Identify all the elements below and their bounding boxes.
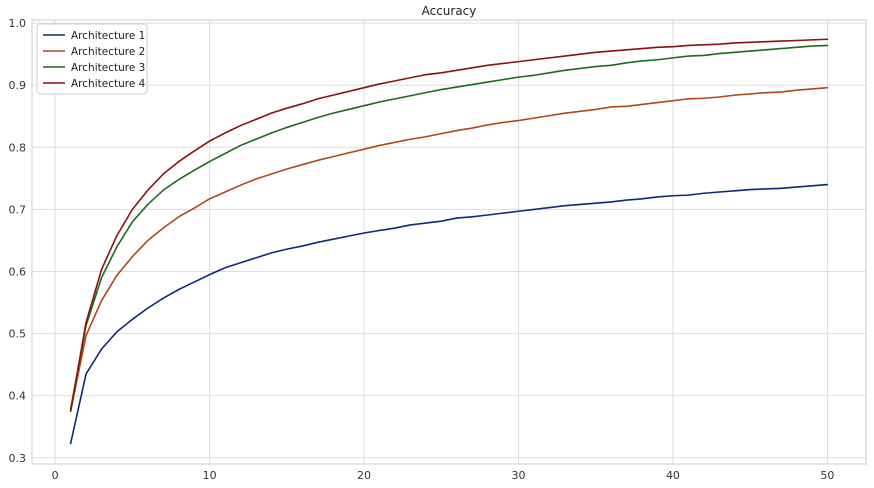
legend-label: Architecture 4 [71,78,146,90]
y-tick-label: 0.4 [9,390,27,403]
y-tick-label: 0.7 [9,203,27,216]
x-tick-label: 30 [512,469,526,482]
y-tick-label: 0.6 [9,265,27,278]
legend-label: Architecture 2 [71,46,145,58]
series-line-architecture-3 [69,44,829,411]
x-axis: 0 10 20 30 40 50 [52,469,835,482]
series-lines [69,38,829,445]
y-tick-label: 1.0 [9,17,27,30]
x-tick-label: 50 [820,469,834,482]
plot-frame [31,19,867,465]
legend: Architecture 1 Architecture 2 Architecture… [36,23,148,95]
series-line-architecture-4 [69,38,829,413]
series-line-architecture-1 [69,183,829,445]
y-tick-label: 0.9 [9,79,27,92]
legend-label: Architecture 3 [71,62,145,74]
grid [32,20,866,464]
legend-box [36,23,148,95]
y-tick-label: 0.3 [9,452,27,465]
y-tick-label: 0.8 [9,141,27,154]
x-tick-label: 20 [357,469,371,482]
chart-title: Accuracy [422,4,477,18]
y-tick-label: 0.5 [9,328,27,341]
x-tick-label: 10 [203,469,217,482]
y-axis: 0.3 0.4 0.5 0.6 0.7 0.8 0.9 1.0 [9,17,27,465]
x-tick-label: 40 [666,469,680,482]
series-line-architecture-2 [69,86,829,413]
x-tick-label: 0 [52,469,59,482]
legend-label: Architecture 1 [71,30,145,42]
